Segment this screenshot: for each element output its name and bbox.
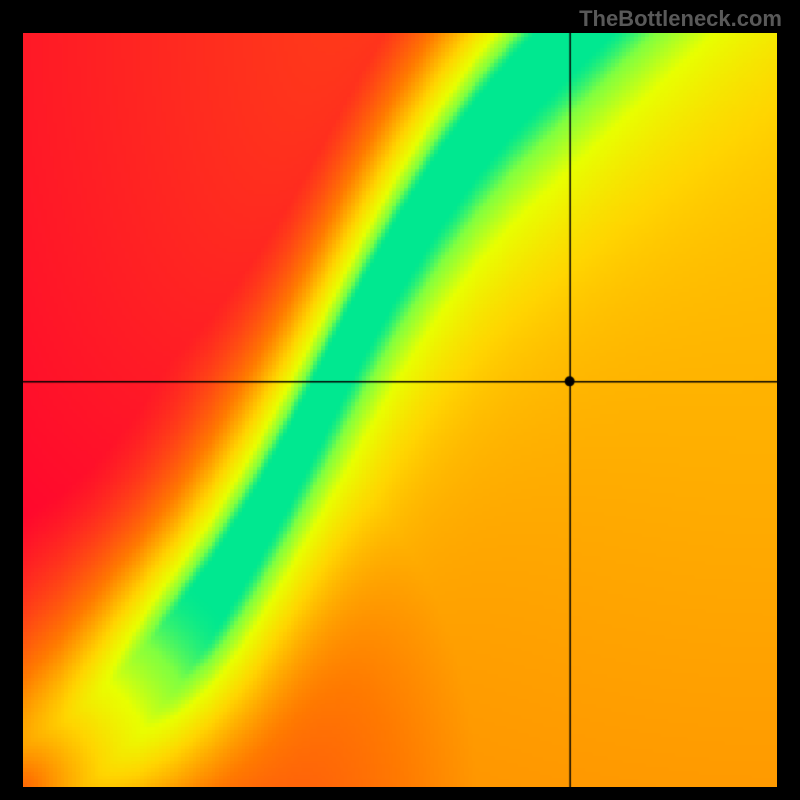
chart-container: { "watermark": { "text": "TheBottleneck.…	[0, 0, 800, 800]
bottleneck-heatmap	[23, 33, 777, 787]
watermark-label: TheBottleneck.com	[579, 6, 782, 32]
